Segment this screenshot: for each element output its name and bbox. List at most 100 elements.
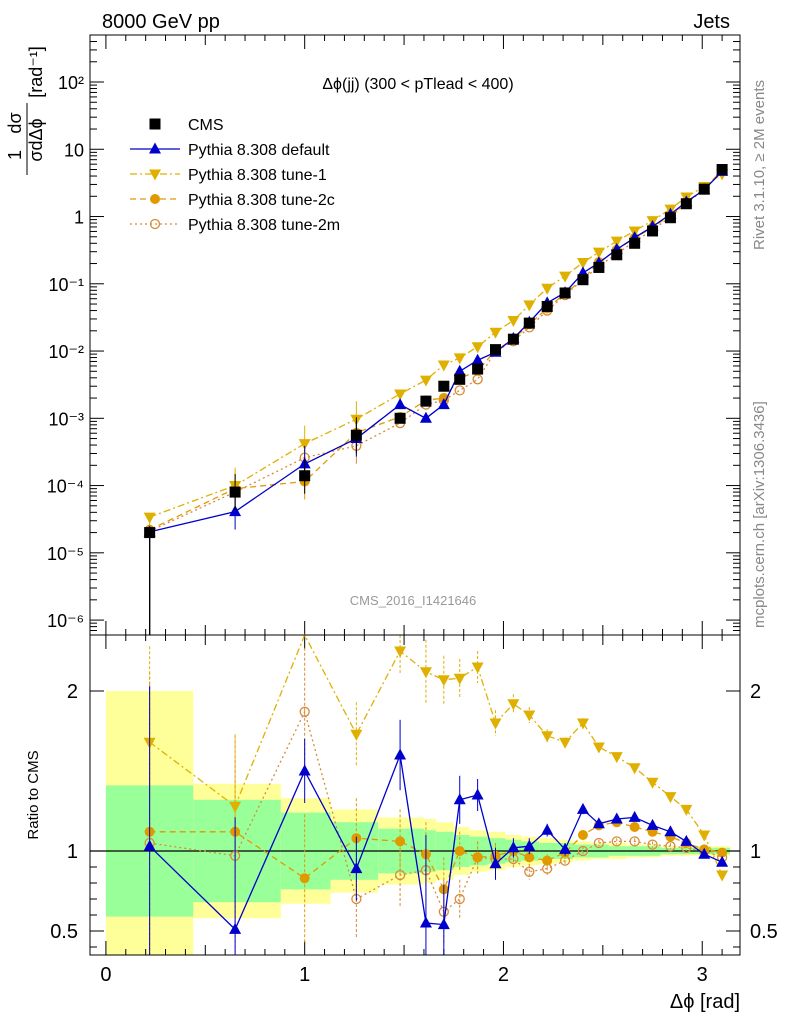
rivet-version-label: Rivet 3.1.10, ≥ 2M events [751,80,768,250]
pythia-8-308-default-ratio-point [437,918,450,930]
pythia-8-308-default-ratio-point [559,842,572,854]
pythia-8-308-tune-1-ratio-point [523,710,536,722]
pythia-8-308-tune-2m-ratio-point [577,845,589,857]
pythia-8-308-tune-1-ratio-point [646,777,659,789]
pythia-8-308-tune-1-ratio-point [716,870,729,882]
pythia-8-308-tune-1-point [143,512,156,524]
pythia-8-308-tune-2m-ratio-point [611,836,622,847]
pythia-8-308-tune-1-ratio-point [471,662,484,674]
cms-point [144,527,156,539]
y-label-numerator: 1 [5,150,25,160]
mcplots-label: mcplots.cern.ch [arXiv:1306.3436] [751,401,768,628]
x-tick-label: 3 [697,964,708,986]
pythia-8-308-default-ratio-point [541,823,554,835]
pythia-8-308-default-point [471,353,484,365]
cms-point [541,300,553,312]
ratio-plot-panel: 0 1 2 3 0.5 0.5 1 1 2 2 Ratio to CMS Δϕ [rad] [25,633,778,1013]
pythia-8-308-default-ratio-point [394,748,407,760]
y-tick-label: 10 [64,140,84,160]
cms-point [593,261,605,273]
cms-point [698,183,710,195]
pythia-8-308-tune-1-point [453,353,466,365]
cms-point [507,333,519,345]
cms-point [647,225,659,237]
pythia-8-308-default-point [453,364,466,376]
pythia-8-308-default-ratio-point [229,922,242,934]
pythia-8-308-tune-2c-ratio-point [524,852,535,863]
pythia-8-308-default-ratio-point [628,810,641,822]
main-data-layer [143,164,729,635]
pythia-8-308-tune-2c-ratio-point [395,836,406,847]
main-axis-ticks: 10⁻⁶ 10⁻⁵ 10⁻⁴ 10⁻³ 10⁻² 10⁻¹ 1 10 10² [47,34,740,635]
pythia-8-308-default-ratio-point [698,847,711,859]
y-tick-label: 10⁻¹ [48,275,84,295]
pythia-8-308-tune-2m-ratio-point [524,866,535,877]
legend-label-pythia-8-308-tune-1: Pythia 8.308 tune-1 [188,167,327,184]
pythia-8-308-tune-1-point [610,236,623,248]
process-label: Jets [693,11,730,33]
x-tick-label: 2 [498,964,509,986]
pythia-8-308-default-ratio-point [680,834,693,846]
pythia-8-308-default-ratio-point [489,857,502,869]
pythia-8-308-tune-1-ratio-point [507,699,520,711]
pythia-8-308-default-point [394,398,407,410]
cms-point [229,486,241,498]
cms-point [664,212,676,224]
pythia-8-308-tune-2m-ratio-point [629,836,640,847]
pythia-8-308-tune-1-ratio-point [610,752,623,764]
pythia-8-308-default-ratio-point [592,817,605,829]
pythia-8-308-tune-1-ratio-point [664,792,677,804]
legend-marker-cms [149,118,161,130]
pythia-8-308-tune-1-point [394,389,407,401]
pythia-8-308-tune-2c-ratio-point [577,830,588,840]
pythia-8-308-tune-2c-ratio-point [472,852,483,863]
pythia-8-308-default-ratio-point [610,812,623,824]
cms-point [611,249,623,261]
y-tick-label: 10⁻³ [48,409,84,429]
pythia-8-308-tune-1-point [437,360,450,372]
pythia-8-308-tune-1-ratio-point [229,801,242,813]
legend-marker-pythia-8-308-tune-1 [149,169,161,181]
y-tick-label: 10⁻⁶ [47,611,84,631]
pythia-8-308-tune-1-ratio-point [350,729,363,741]
ratio-tick-label: 0.5 [50,921,78,943]
pythia-8-308-tune-2c-ratio-point [629,822,640,832]
cms-point [438,380,450,392]
pythia-8-308-default-ratio-point [507,841,520,853]
pythia-8-308-tune-1-point [541,283,554,295]
y-label-denominator: σdΔϕ [26,118,46,161]
legend-label-pythia-8-308-default: Pythia 8.308 default [188,142,330,159]
y-tick-label: 10⁻⁵ [47,544,84,564]
pythia-8-308-tune-2m-ratio-point [454,893,465,905]
ratio-tick-label-right: 2 [750,681,761,703]
pythia-8-308-tune-2c-ratio-point [717,847,728,858]
pythia-8-308-tune-1-point [559,271,572,283]
pythia-8-308-tune-2m-ratio-point [665,841,676,852]
pythia-8-308-default-point [229,505,242,517]
pythia-8-308-default-ratio-point [453,793,466,805]
chart-title: Δϕ(jj) (300 < pTlead < 400) [322,76,513,93]
x-tick-label: 0 [100,964,111,986]
pythia-8-308-tune-1-ratio-point [419,667,432,679]
legend: CMS Pythia 8.308 default Pythia 8.308 tune… [130,117,340,234]
pythia-8-308-default-ratio-point [716,855,729,867]
energy-label: 8000 GeV pp [102,11,220,33]
legend-marker-pythia-8-308-tune-2c [150,194,160,204]
pythia-8-308-default-ratio-point [664,825,677,837]
pythia-8-308-tune-2c-ratio-point [299,873,310,884]
pythia-8-308-tune-1-ratio-point [628,763,641,775]
legend-label-cms: CMS [188,117,224,134]
pythia-8-308-tune-1-point [471,342,484,354]
cms-point [680,198,692,210]
pythia-8-308-default-ratio-point [523,839,536,851]
cms-point [299,470,311,482]
analysis-watermark: CMS_2016_I1421646 [350,593,477,608]
pythia-8-308-tune-1-ratio-point [698,830,711,842]
legend-label-pythia-8-308-tune-2c: Pythia 8.308 tune-2c [188,192,335,209]
legend-label-pythia-8-308-tune-2m: Pythia 8.308 tune-2m [188,217,340,234]
pythia-8-308-default-ratio-point [576,802,589,814]
ratio-plot-frame [89,634,741,956]
x-axis-label: Δϕ [rad] [670,991,740,1013]
cms-point [472,363,484,375]
legend-marker-pythia-8-308-tune-2m [149,218,161,230]
